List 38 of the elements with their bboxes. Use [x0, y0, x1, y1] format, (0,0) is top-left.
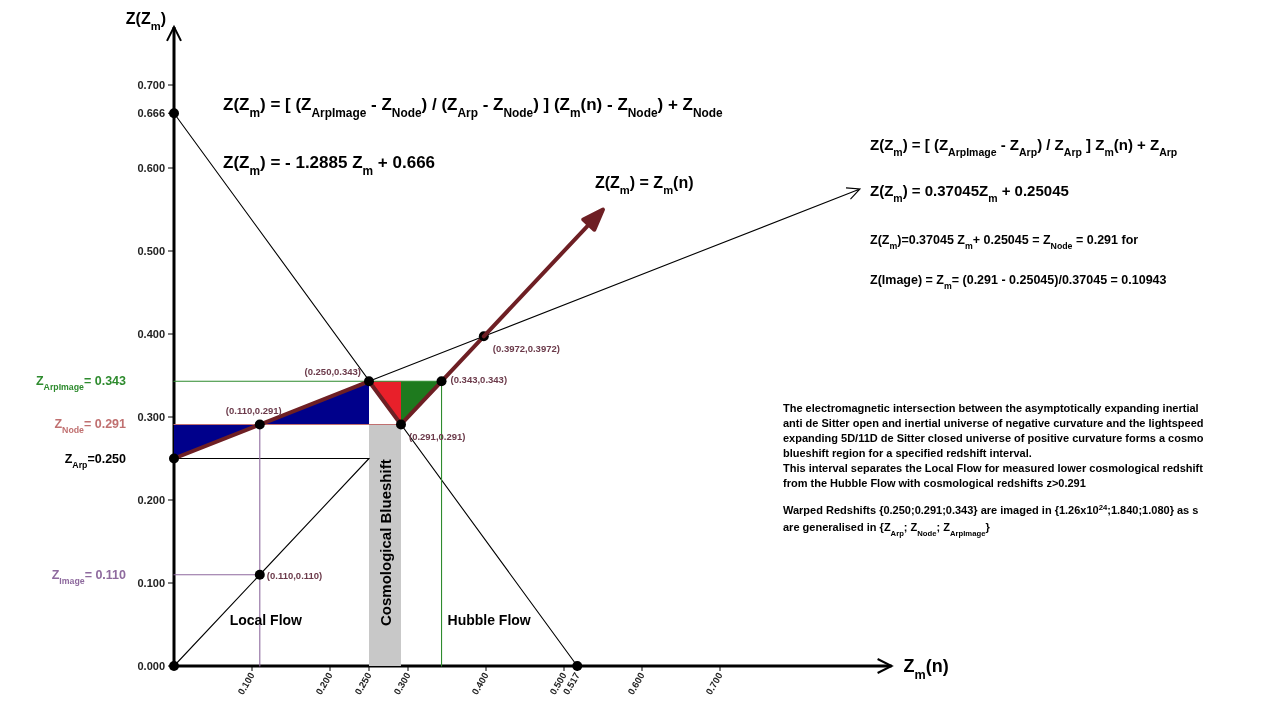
annotation: Z(Z$_{m}$) = - 1.2885 Z$_{m}$ + 0.666	[223, 153, 436, 178]
data-label: (0.3972,0.3972)	[492, 343, 560, 355]
annotation: blueshift region for a specified redshift interval.	[783, 447, 1032, 459]
y-tick-label: 0.500	[137, 245, 165, 257]
y-tick-label: 0.700	[137, 79, 165, 91]
annotation: Z(Image) = Z$_{m}$= (0.291 - 0.25045)/0.37045 = 0.10943	[870, 273, 1167, 291]
annotation: from the Hubble Flow with cosmological redshifts z>0.291	[783, 477, 1086, 489]
y-axis-title: Z(Z$_{m}$)	[125, 10, 166, 32]
data-label: (0.343,0.343)	[450, 374, 508, 386]
annotation: expanding 5D/11D de Sitter closed universe of positive curvature forms a cosmo	[783, 432, 1204, 444]
y-tick-label: 0.300	[137, 411, 165, 423]
y-tick-label: 0.400	[137, 328, 165, 340]
text: Z$_{Arp}$=0.250	[64, 451, 127, 470]
annotation: Z(Z$_{m}$) = Z$_{m}$(n)	[594, 173, 694, 196]
text: Z(Z$_{m}$) = [ (Z$_{ArpImage}$ - Z$_{Arp}$) / Z$_{Arp}$ ] Z$_{m}$(n) + Z$_{Arp}$	[870, 136, 1178, 158]
annotation: are generalised in {Z$_{Arp}$; Z$_{Node}$; Z$_{ArpImage}$}	[783, 521, 991, 538]
annotation: Local Flow	[229, 611, 303, 628]
text: Z$_{ArpImage}$= 0.343	[35, 374, 127, 393]
text: Z(Z$_{m}$) = [ (Z$_{ArpImage}$ - Z$_{Node}$) / (Z$_{Arp}$ - Z$_{Node}$) ] (Z$_{m}$(n) - Z$_{Node}$) + Z$_{Node}$	[223, 95, 723, 120]
data-label: (0.110,0.110)	[266, 569, 323, 581]
y-tick-label: 0.200	[137, 494, 165, 506]
y-tick-label: 0.000	[137, 660, 165, 672]
annotation: Z(Z$_{m}$)=0.37045 Z$_{m}$+ 0.25045 = Z$_{Node}$ = 0.291 for	[870, 233, 1139, 251]
x-axis-title: Z$_{m}$(n)	[903, 656, 949, 682]
y-tick-label: 0.666	[137, 107, 165, 120]
annotation: Warped Redshifts {0.250;0.291;0.343} are imaged in {1.26x10$^{24}$;1.840;1.080} as s	[783, 502, 1199, 516]
annotation: This interval separates the Local Flow for measured lower cosmological redshift	[783, 462, 1204, 474]
y-tick-label: 0.100	[137, 577, 165, 589]
text: Z$_{Image}$= 0.110	[51, 567, 127, 586]
annotation: anti de Sitter open and inertial universe of negative curvature and the lightspeed	[783, 417, 1204, 429]
annotation: Z(Z$_{m}$) = 0.37045Z$_{m}$ + 0.25045	[870, 182, 1069, 204]
series-label: Cosmological Blueshift	[376, 459, 394, 626]
y-tick-label: 0.600	[137, 162, 165, 174]
data-label: (0.110,0.291)	[225, 405, 282, 417]
data-label: (0.250,0.343)	[304, 366, 361, 378]
text: Z$_{Node}$= 0.291	[54, 417, 127, 436]
annotation: Hubble Flow	[447, 611, 531, 628]
annotation: The electromagnetic intersection between the asymptotically expanding inertial	[783, 402, 1199, 414]
